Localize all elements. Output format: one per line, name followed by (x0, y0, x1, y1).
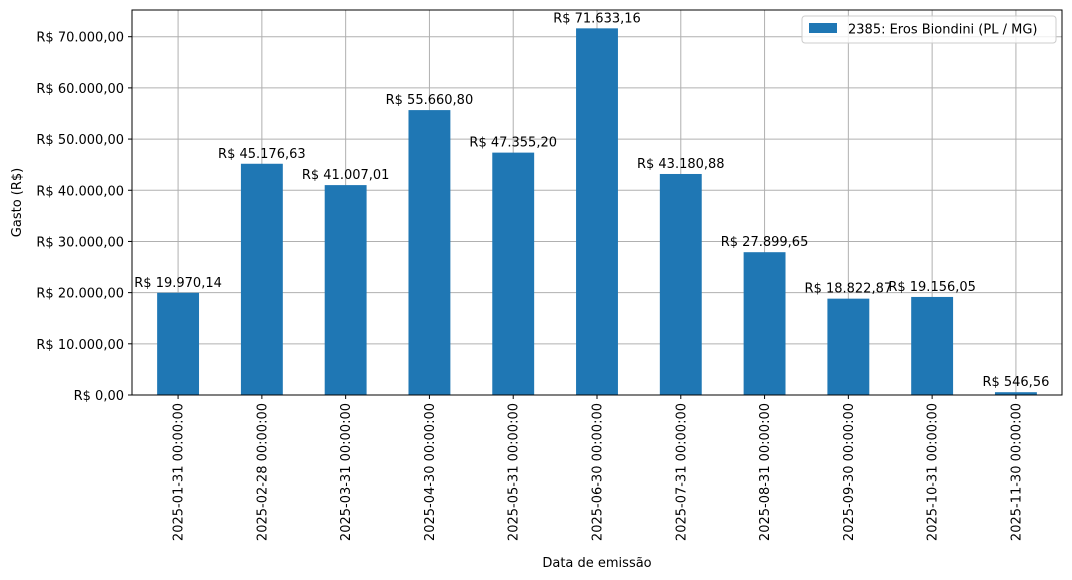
x-axis-label: Data de emissão (542, 556, 651, 571)
legend-swatch (809, 23, 837, 33)
x-axis: 2025-01-31 00:00:00 2025-02-28 00:00:00 20… (172, 395, 1024, 541)
bar (827, 298, 870, 395)
y-tick-label: R$ 50.000,00 (36, 133, 124, 148)
bar (911, 296, 954, 395)
x-tick-label: 2025-08-31 00:00:00 (758, 403, 773, 541)
bar (240, 163, 283, 395)
bar-value-label: R$ 71.633,16 (553, 11, 641, 26)
bar-value-label: R$ 19.156,05 (888, 280, 976, 295)
bar-value-label: R$ 19.970,14 (134, 276, 222, 291)
bar-value-label: R$ 41.007,01 (302, 168, 390, 183)
bar (492, 152, 535, 395)
legend-label: 2385: Eros Biondini (PL / MG) (848, 23, 1037, 38)
x-tick-label: 2025-01-31 00:00:00 (172, 403, 187, 541)
bar-value-label: R$ 27.899,65 (721, 235, 809, 250)
bar (659, 173, 702, 395)
bar (743, 252, 786, 395)
bar (576, 28, 618, 396)
y-tick-label: R$ 60.000,00 (36, 82, 124, 97)
x-tick-label: 2025-09-30 00:00:00 (842, 403, 857, 541)
x-tick-label: 2025-07-31 00:00:00 (674, 403, 689, 541)
data-labels: R$ 19.970,14 R$ 45.176,63 R$ 41.007,01 R$ 5… (134, 11, 1049, 390)
y-tick-label: R$ 70.000,00 (36, 31, 124, 46)
bars (157, 28, 1037, 396)
bar-value-label: R$ 47.355,20 (469, 136, 557, 151)
x-tick-label: 2025-11-30 00:00:00 (1009, 403, 1024, 541)
bar-value-label: R$ 546,56 (982, 375, 1049, 390)
bar (408, 110, 451, 395)
y-tick-label: R$ 20.000,00 (36, 287, 124, 302)
y-tick-label: R$ 40.000,00 (36, 184, 124, 199)
bar (994, 392, 1037, 395)
legend: 2385: Eros Biondini (PL / MG) (801, 15, 1057, 44)
y-tick-label: R$ 0,00 (74, 389, 124, 404)
bar (157, 292, 200, 395)
x-tick-label: 2025-04-30 00:00:00 (423, 403, 438, 541)
y-tick-label: R$ 30.000,00 (36, 235, 124, 250)
x-tick-label: 2025-10-31 00:00:00 (926, 403, 941, 541)
bar-value-label: R$ 45.176,63 (218, 147, 306, 162)
bar (324, 185, 367, 395)
bar-value-label: R$ 55.660,80 (386, 93, 474, 108)
legend-box (801, 15, 1057, 44)
x-tick-label: 2025-05-31 00:00:00 (507, 403, 522, 541)
x-tick-label: 2025-02-28 00:00:00 (255, 403, 270, 541)
x-tick-label: 2025-06-30 00:00:00 (591, 403, 606, 541)
bar-value-label: R$ 43.180,88 (637, 157, 725, 172)
y-tick-label: R$ 10.000,00 (36, 338, 124, 353)
bar-value-label: R$ 18.822,87 (805, 282, 893, 297)
x-tick-label: 2025-03-31 00:00:00 (339, 403, 354, 541)
y-axis-label: Gasto (R$) (10, 168, 25, 237)
y-axis: R$ 0,00 R$ 10.000,00 R$ 20.000,00 R$ 30.000… (36, 31, 132, 404)
